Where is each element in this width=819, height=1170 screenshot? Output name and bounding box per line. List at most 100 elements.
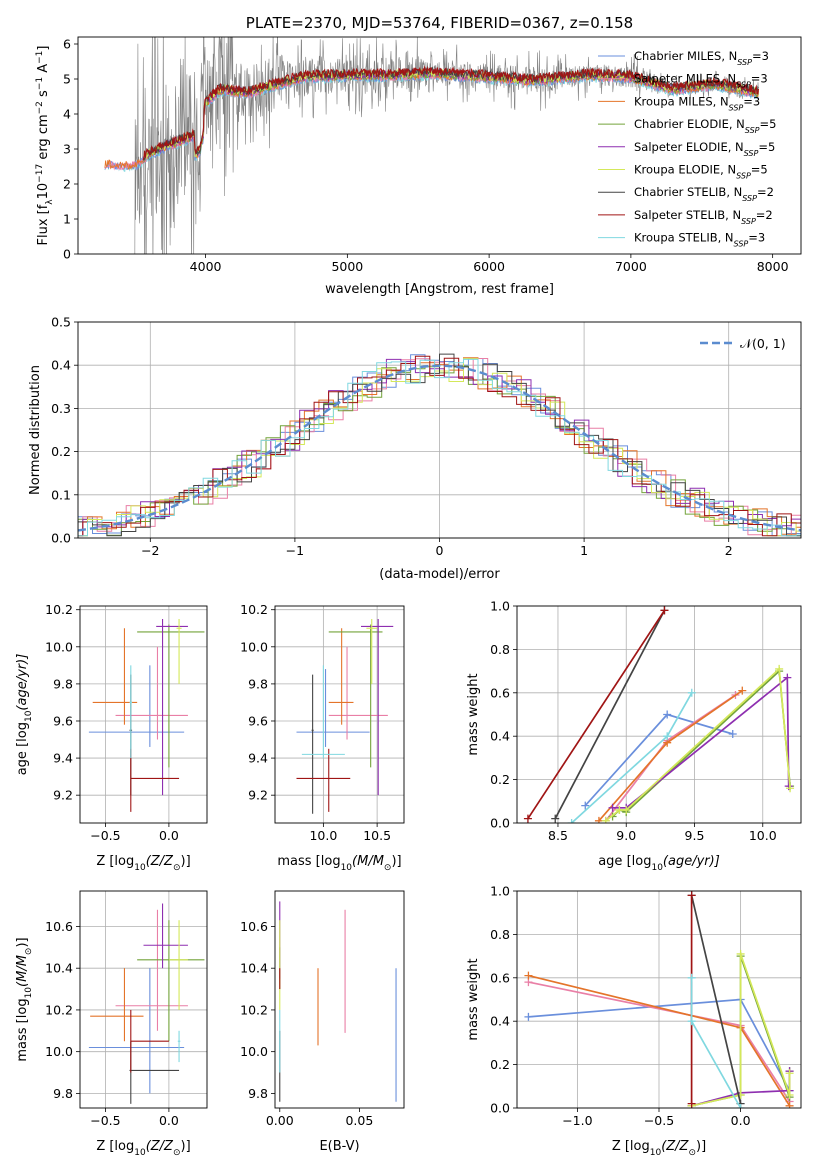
label-part: (M/M	[352, 854, 384, 869]
legend-label-c_elodie: Chabrier ELODIE, NSSP=5	[634, 117, 776, 135]
y-tick-label: 10.6	[45, 919, 73, 934]
weight-marker-c_miles	[663, 710, 672, 719]
panel-weight-vs-Z: −1.0 −0.5 0.0 0.0 0.2 0.4 0.6 0.8 1.0	[490, 884, 801, 1128]
label-part: Kroupa STELIB, N	[634, 231, 734, 245]
y-axis-label: age [log10(age/yr)]	[15, 654, 34, 776]
label-part: (Z/Z	[146, 854, 174, 869]
label-part: SSP	[745, 126, 760, 135]
y-tick-label: 10.4	[45, 961, 73, 976]
x-tick-label: 0.0	[159, 828, 179, 843]
model-spectrum-s_stelib	[142, 65, 760, 161]
label-part: 10	[134, 1148, 146, 1158]
label-part: 10	[134, 863, 146, 873]
label-part: Salpeter STELIB, N	[634, 208, 741, 222]
y-tick-label: 0.0	[51, 531, 71, 546]
x-axis-label: mass [log10(M/M⊙)]	[277, 854, 401, 873]
y-tick-label: 1.0	[490, 599, 510, 614]
x-tick-label: 0	[436, 543, 444, 558]
x-tick-label: 4000	[190, 259, 222, 274]
label-part: mass [log	[15, 998, 30, 1061]
x-axis-label: Z [log10(Z/Z⊙)]	[96, 1139, 190, 1158]
x-tick-label: 2	[725, 543, 733, 558]
label-part: =3	[752, 49, 769, 63]
y-tick-label: 10.0	[45, 639, 73, 654]
label-part: −1	[35, 51, 45, 64]
legend-label-s_miles: Salpeter MILES, NSSP=3	[634, 72, 768, 90]
y-tick-label: 10.4	[240, 961, 268, 976]
label-part: SSP	[737, 58, 752, 67]
x-tick-label: 10.0	[749, 828, 777, 843]
weight-line-c_stelib	[690, 895, 742, 1104]
x-axis-label: E(B-V)	[319, 1139, 359, 1154]
panel-age-vs-mass: 10.0 10.5 9.2 9.4 9.6 9.8 10.0 10.2	[240, 602, 404, 843]
y-tick-label: 0.3	[51, 401, 71, 416]
y-tick-label: 3	[63, 142, 71, 157]
x-axis-label: wavelength [Angstrom, rest frame]	[325, 282, 554, 297]
plot-area	[296, 618, 394, 814]
weight-marker-s_stelib	[687, 1099, 696, 1108]
label-part: age [log	[598, 854, 651, 869]
label-part: Chabrier MILES, N	[634, 49, 737, 63]
y-tick-label: 10.0	[240, 1044, 268, 1059]
weight-marker-k_elodie	[622, 805, 631, 814]
panel-residuals: −2 −1 0 1 2 0.0 0.1 0.2 0.3 0.4 0.5	[51, 315, 801, 558]
weight-marker-k_miles	[594, 816, 603, 823]
label-part: SSP	[729, 103, 744, 112]
x-tick-label: 8000	[757, 259, 789, 274]
y-tick-label: 9.8	[53, 676, 73, 691]
y-tick-label: 2	[63, 177, 71, 192]
histogram-s_stelib	[78, 355, 801, 537]
x-tick-label: 9.5	[685, 828, 705, 843]
y-axis-label: mass [log10(M/M⊙)]	[15, 937, 34, 1061]
label-part: =2	[756, 208, 773, 222]
label-part: age [log	[15, 722, 30, 775]
x-tick-label: −0.5	[90, 828, 120, 843]
x-tick-label: 8.5	[548, 828, 568, 843]
label-part: mass weight	[466, 958, 481, 1040]
label-part: E(B-V)	[319, 1139, 359, 1154]
y-tick-label: 0.0	[490, 816, 510, 831]
y-tick-label: 0.4	[490, 1014, 510, 1029]
label-part: ]	[36, 46, 51, 51]
y-tick-label: 0.5	[51, 315, 71, 330]
label-part: SSP	[744, 148, 759, 157]
label-part: =2	[757, 185, 774, 199]
legend-label-k_miles: Kroupa MILES, NSSP=3	[634, 94, 760, 112]
label-part: ⊙	[173, 863, 181, 873]
y-tick-label: 9.2	[248, 788, 268, 803]
axes-frame	[516, 605, 802, 824]
label-part: −17	[35, 164, 45, 183]
label-part: SSP	[734, 239, 749, 248]
label-part: −2	[35, 101, 45, 114]
y-tick-label: 4	[63, 107, 71, 122]
y-tick-label: 1	[63, 212, 71, 227]
panel-mass-vs-Z: −0.5 0.0 9.8 10.0 10.2 10.4 10.6	[45, 891, 207, 1128]
label-part: erg cm	[36, 114, 51, 163]
weight-marker-k_stelib	[687, 973, 696, 982]
label-part: (Z/Z	[661, 1139, 689, 1154]
label-part: ⊙	[173, 1148, 181, 1158]
weight-marker-k_elodie	[601, 816, 610, 823]
label-part: Flux [f	[36, 204, 51, 245]
label-part: (age/yr)]	[663, 854, 720, 869]
y-axis-label: Flux [fλ10−17 erg cm−2 s−1 A−1]	[35, 46, 55, 246]
x-tick-label: 0.05	[345, 1113, 373, 1128]
x-tick-label: 0.00	[266, 1113, 294, 1128]
y-tick-label: 10.2	[240, 1002, 268, 1017]
legend-label-c_stelib: Chabrier STELIB, NSSP=2	[634, 185, 774, 203]
y-tick-label: 10.2	[45, 1002, 73, 1017]
axes-frame	[516, 890, 802, 1109]
weight-marker-k_miles	[738, 686, 747, 695]
histogram-k_miles	[78, 357, 801, 537]
label-part: )]	[391, 854, 401, 869]
y-tick-label: 0.6	[490, 685, 510, 700]
plot-area	[78, 353, 801, 537]
weight-marker-k_elodie	[775, 664, 784, 673]
x-tick-label: −1	[286, 543, 304, 558]
y-tick-label: 9.4	[53, 751, 73, 766]
weight-marker-k_stelib	[663, 732, 672, 741]
legend-label-k_stelib: Kroupa STELIB, NSSP=3	[634, 231, 765, 249]
plot-area	[523, 606, 795, 823]
label-part: 10	[36, 183, 51, 200]
